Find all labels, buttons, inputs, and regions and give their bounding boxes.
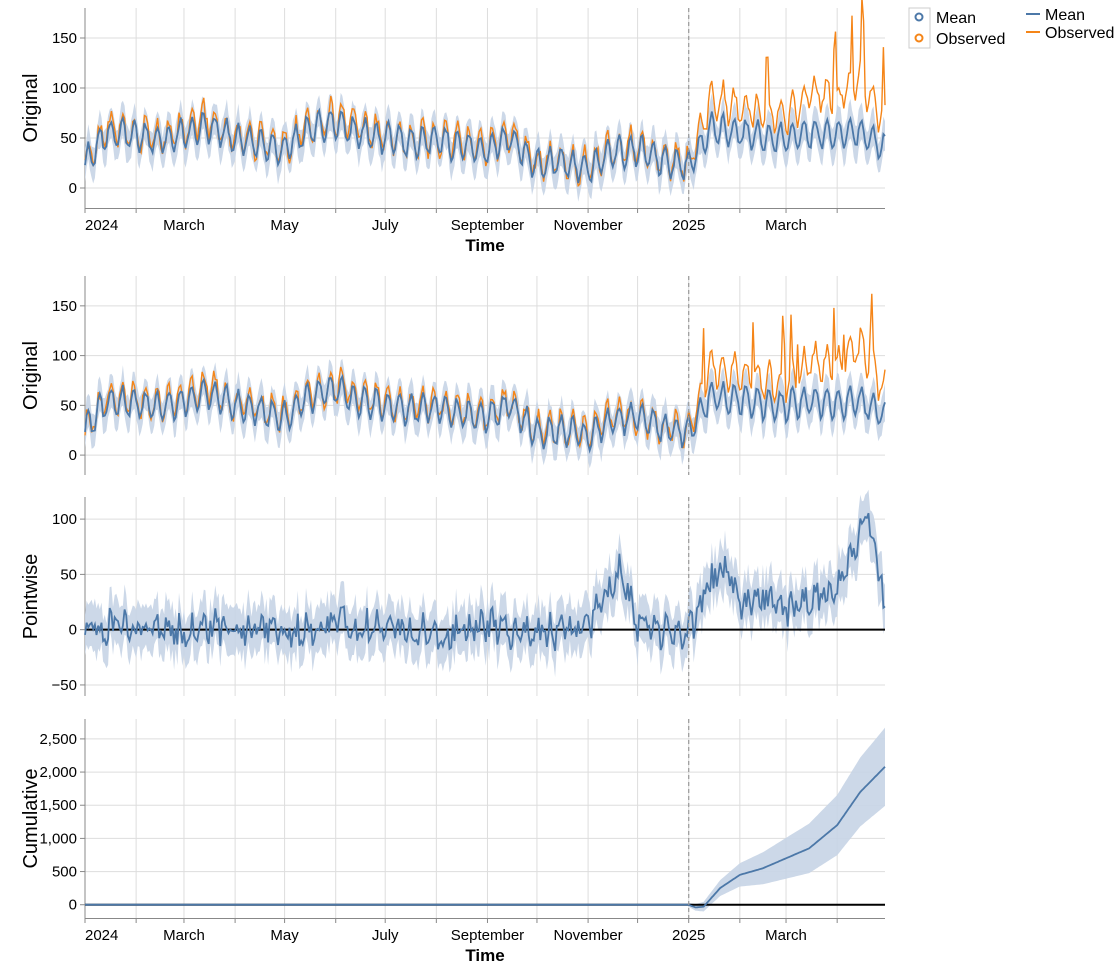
legend-label-observed: Observed: [936, 31, 1005, 48]
y-tick-label: 100: [52, 348, 77, 365]
series-mean-line: [84, 512, 886, 652]
legend-points-frame: [908, 7, 931, 49]
y-tick-label: 1,500: [39, 797, 77, 814]
y-tick-label: 2,000: [39, 764, 77, 781]
y-tick-label: 1,000: [39, 830, 77, 847]
x-tick-label: September: [451, 217, 524, 234]
y-tick-label: 50: [60, 130, 77, 147]
x-tick-label: September: [451, 927, 524, 944]
x-tick-label: 2025: [672, 927, 705, 944]
panel-cumulative: 0 500 1,000 1,500 2,000 2,500 Cumulative 2024 Ma…: [20, 719, 886, 965]
x-axis-title: Time: [465, 946, 504, 965]
y-tick-label: 2,500: [39, 731, 77, 748]
legend-symbol-mean-icon: [914, 12, 924, 22]
x-tick-label: May: [270, 217, 299, 234]
panel-original: 0 50 100 150 Original: [20, 276, 886, 475]
y-tick-label: −50: [52, 677, 77, 694]
legend-label-observed: Observed: [1045, 25, 1114, 42]
y-axis-title: Original: [20, 341, 42, 410]
x-tick-label: 2024: [85, 217, 118, 234]
confidence-band: [85, 489, 885, 678]
legend-label-mean: Mean: [936, 10, 976, 27]
legend-points: Mean Observed: [908, 7, 1005, 49]
legend-label-mean: Mean: [1045, 7, 1085, 24]
confidence-band: [85, 727, 885, 912]
y-axis-title: Pointwise: [20, 554, 42, 640]
y-tick-label: 0: [69, 622, 77, 639]
x-tick-label: 2024: [85, 927, 118, 944]
series-mean-line: [84, 373, 886, 454]
x-tick-label: May: [270, 927, 299, 944]
y-tick-label: 100: [52, 80, 77, 97]
x-tick-label: July: [372, 927, 399, 944]
y-axis-title: Original: [20, 74, 42, 143]
y-tick-label: 500: [52, 864, 77, 881]
y-tick-label: 50: [60, 397, 77, 414]
y-tick-label: 100: [52, 511, 77, 528]
x-tick-label: November: [553, 927, 622, 944]
x-tick-label: March: [163, 927, 205, 944]
y-tick-label: 150: [52, 298, 77, 315]
series-mean-line: [84, 107, 886, 184]
y-tick-label: 50: [60, 566, 77, 583]
x-tick-label: March: [765, 927, 807, 944]
y-tick-label: 150: [52, 30, 77, 47]
panel-pointwise: −50 0 50 100 Pointwise: [20, 489, 886, 696]
y-axis-title: Cumulative: [20, 768, 42, 868]
x-tick-label: November: [553, 217, 622, 234]
series-mean-line: [85, 766, 886, 909]
x-tick-label: March: [765, 217, 807, 234]
panel-original-top: 0 50 100 150 Original 2024 March May July Septemb…: [20, 0, 886, 255]
legend-symbol-observed-icon: [914, 33, 924, 43]
y-tick-label: 0: [69, 897, 77, 914]
x-tick-label: March: [163, 217, 205, 234]
x-tick-label: July: [372, 217, 399, 234]
y-tick-label: 0: [69, 447, 77, 464]
y-tick-label: 0: [69, 180, 77, 197]
x-tick-label: 2025: [672, 217, 705, 234]
x-axis-title: Time: [465, 236, 504, 255]
